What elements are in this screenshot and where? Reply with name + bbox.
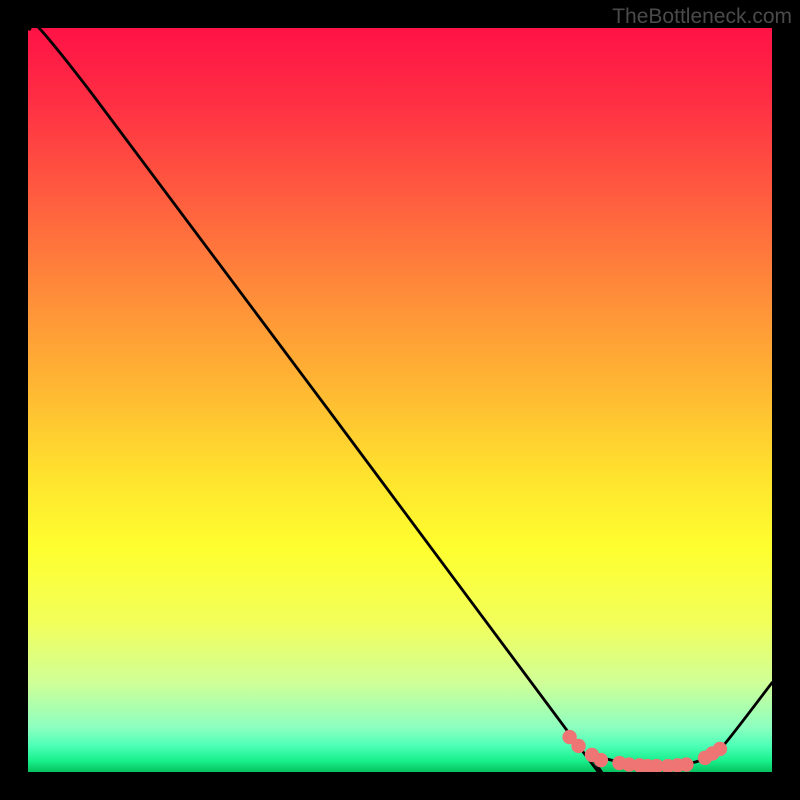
bottleneck-chart xyxy=(0,0,800,800)
curve-marker xyxy=(571,739,585,753)
curve-marker xyxy=(679,757,693,771)
watermark-label: TheBottleneck.com xyxy=(612,5,792,29)
plot-background xyxy=(28,28,772,772)
chart-root: TheBottleneck.com xyxy=(0,0,800,800)
curve-marker xyxy=(713,742,727,756)
curve-marker xyxy=(594,753,608,767)
